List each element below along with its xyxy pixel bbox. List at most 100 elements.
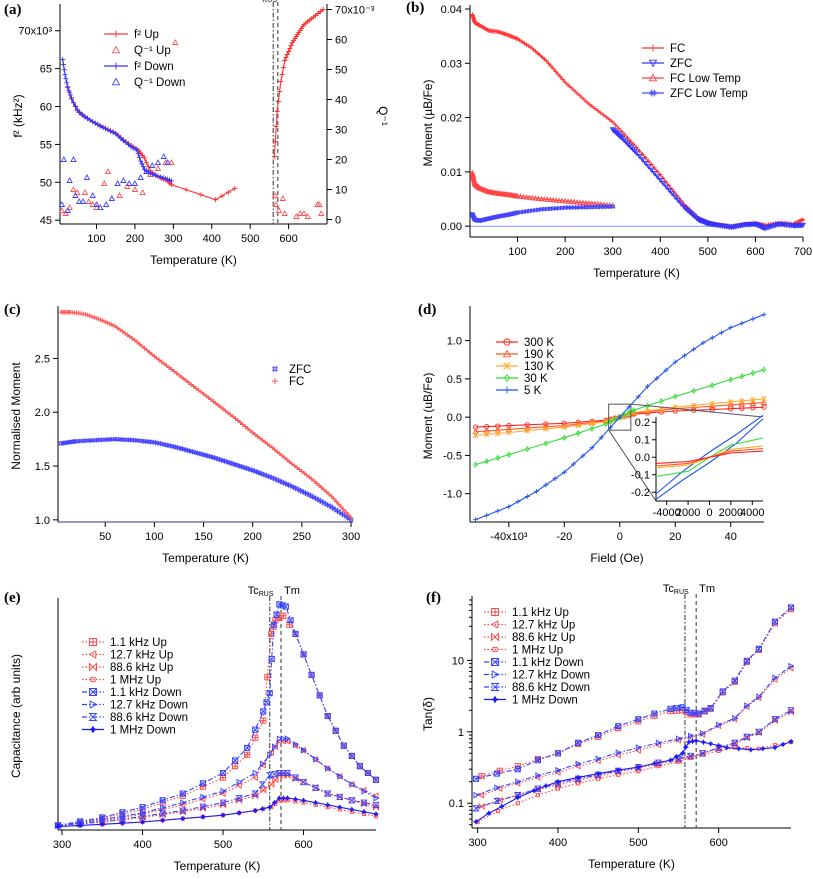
data-point [292, 796, 299, 803]
data-point [233, 462, 238, 467]
data-point [203, 393, 209, 399]
data-point [372, 776, 380, 783]
data-point [235, 795, 243, 802]
data-point [336, 501, 342, 507]
y-tick-label: 0.02 [441, 113, 462, 125]
series-1-mhz-down [54, 794, 380, 830]
y2-tick-label: 10 [335, 185, 347, 197]
data-point [138, 813, 147, 820]
legend-label: 12.7 kHz Down [110, 700, 188, 712]
data-point [554, 750, 562, 757]
data-point [546, 61, 551, 66]
data-point [536, 207, 541, 212]
panel-label-c: (c) [4, 302, 21, 318]
legend-item: FC [642, 43, 685, 55]
data-point [260, 708, 267, 715]
data-point [132, 437, 137, 443]
legend-item: 12.7 kHz Down [484, 670, 590, 682]
x-tick-label: 200 [244, 531, 262, 543]
data-point [219, 769, 227, 777]
data-point [252, 726, 259, 733]
data-point [356, 763, 363, 770]
data-point [320, 7, 326, 12]
legend-item: 1.1 kHz Up [82, 637, 167, 649]
data-point [491, 632, 499, 642]
legend-item: 1.1 kHz Up [484, 607, 569, 619]
y-tick-label: 1.5 [35, 461, 50, 473]
data-point [348, 752, 355, 759]
data-point [184, 378, 189, 384]
data-point [284, 794, 291, 802]
data-point [275, 99, 281, 104]
x-tick-label: 600 [294, 839, 312, 851]
series-1-mhz-down [472, 737, 795, 825]
x-axis-title: Temperature (K) [150, 253, 237, 267]
data-point [77, 822, 84, 829]
data-point [663, 184, 670, 190]
data-point [120, 177, 127, 183]
data-point [274, 477, 280, 483]
data-point [343, 510, 349, 515]
data-point [260, 786, 267, 794]
data-point [306, 492, 312, 498]
data-point [247, 467, 253, 472]
data-point [255, 469, 260, 475]
data-point [215, 402, 221, 408]
data-point [268, 655, 275, 663]
data-point [280, 65, 286, 70]
data-point [147, 349, 152, 355]
x-tick-label: 100 [508, 246, 526, 258]
y2-tick-label: 50 [335, 65, 347, 77]
y-tick-label: 0.00 [441, 221, 462, 233]
data-point [83, 438, 88, 444]
data-point [595, 770, 602, 777]
data-point [174, 370, 179, 376]
inset-series-line [655, 450, 764, 464]
data-point [538, 195, 545, 202]
series-line [67, 87, 236, 201]
data-point [154, 165, 162, 171]
data-point [206, 395, 211, 401]
data-point [144, 439, 150, 444]
data-point [604, 115, 609, 120]
data-point [360, 799, 368, 806]
series-12-7-khz-down [473, 662, 795, 799]
x-axis-title: Field (Oe) [590, 551, 643, 565]
data-point [666, 187, 673, 194]
data-point [561, 424, 568, 430]
y-tick-label: 1 [458, 727, 464, 739]
data-point [66, 88, 72, 94]
data-point [301, 746, 308, 754]
data-point [731, 739, 739, 746]
data-point [472, 432, 479, 439]
data-point [787, 604, 795, 611]
y-tick-label: 55 [40, 139, 52, 151]
data-point [88, 650, 97, 659]
data-point [553, 197, 560, 203]
series-line [57, 740, 377, 826]
data-point [123, 140, 129, 146]
data-point [283, 769, 292, 777]
y2-axis-title: Q⁻¹ [376, 106, 390, 126]
data-point [284, 482, 290, 487]
data-point [168, 178, 174, 184]
series-1-1-khz-down [472, 604, 795, 782]
series-q-up [58, 39, 325, 219]
legend-label: FC Low Temp [670, 73, 741, 85]
data-point [693, 737, 700, 744]
data-point [575, 430, 581, 437]
inset-y-tick-label: 0.2 [635, 417, 650, 429]
data-point [225, 189, 231, 195]
data-point [180, 799, 187, 807]
data-point [238, 464, 243, 469]
data-point [88, 725, 98, 734]
data-point [80, 438, 86, 444]
data-point [761, 366, 767, 373]
data-point [258, 781, 267, 788]
data-point [554, 206, 559, 211]
data-point [534, 774, 541, 781]
data-point [262, 472, 268, 478]
data-point [270, 771, 279, 778]
data-point [245, 426, 251, 431]
data-point [626, 409, 632, 416]
